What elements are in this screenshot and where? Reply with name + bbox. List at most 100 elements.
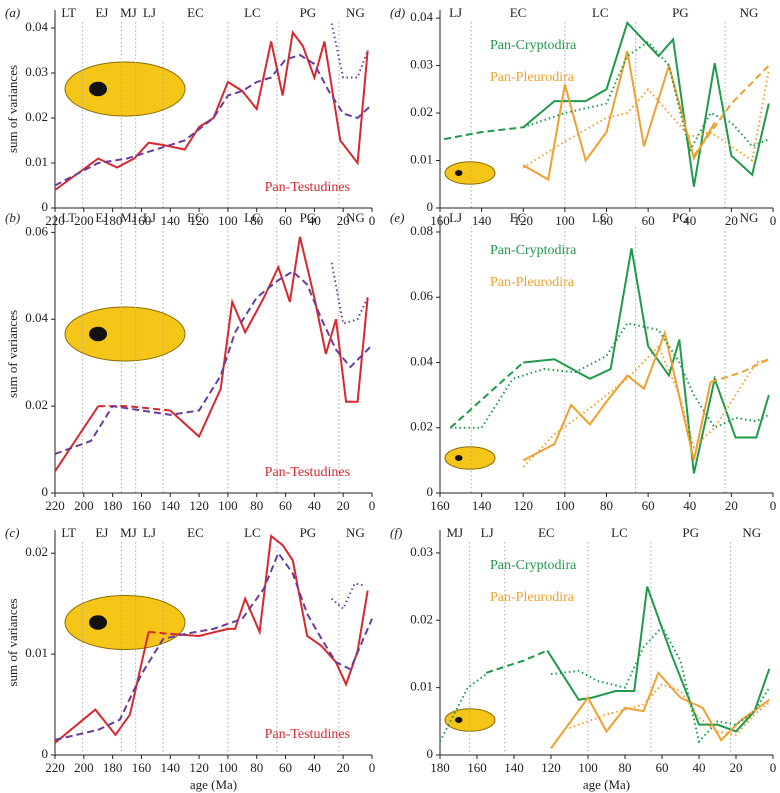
- x-tick-label: 0: [770, 498, 777, 513]
- series-line: [148, 630, 171, 635]
- y-tick-label: 0.03: [410, 57, 433, 72]
- y-tick-label: 0.04: [410, 9, 433, 24]
- x-tick-label: 160: [430, 498, 450, 513]
- x-tick-label: 100: [218, 760, 238, 775]
- skull-illustration: [444, 446, 496, 470]
- period-label: LC: [244, 210, 261, 225]
- x-tick-label: 120: [189, 213, 209, 228]
- series-line: [443, 126, 524, 141]
- y-tick-label: 0.01: [25, 154, 48, 169]
- x-tick-label: 80: [250, 213, 263, 228]
- x-tick-label: 80: [250, 498, 263, 513]
- y-tick-label: 0: [427, 746, 434, 761]
- legend-label: Pan-Testudines: [265, 727, 350, 742]
- skull-illustration: [64, 61, 186, 117]
- period-label: EJ: [95, 210, 108, 225]
- x-tick-label: 40: [693, 760, 706, 775]
- x-tick-label: 20: [725, 498, 738, 513]
- panel-label: (a): [5, 5, 20, 20]
- x-tick-label: 120: [189, 498, 209, 513]
- x-tick-label: 140: [161, 498, 181, 513]
- period-label: NG: [346, 5, 365, 20]
- y-tick-label: 0.01: [410, 679, 433, 694]
- period-label: LJ: [143, 210, 156, 225]
- series-line: [710, 358, 770, 384]
- x-tick-label: 220: [45, 498, 65, 513]
- panel-label: (f): [390, 525, 402, 540]
- period-label: EC: [538, 525, 555, 540]
- y-tick-label: 0.02: [410, 419, 433, 434]
- series-line: [522, 70, 770, 169]
- y-axis-label: sum of variances: [5, 65, 20, 153]
- x-tick-label: 220: [45, 760, 65, 775]
- period-label: LJ: [143, 5, 156, 20]
- series-line: [54, 270, 373, 455]
- y-tick-label: 0: [42, 484, 49, 499]
- x-tick-label: 60: [642, 213, 655, 228]
- x-tick-label: 160: [132, 213, 152, 228]
- x-tick-label: 140: [472, 213, 492, 228]
- y-tick-label: 0.02: [410, 104, 433, 119]
- y-tick-label: 0.04: [410, 353, 433, 368]
- x-tick-label: 120: [514, 213, 534, 228]
- x-tick-label: 0: [369, 760, 376, 775]
- x-tick-label: 100: [578, 760, 598, 775]
- x-tick-label: 40: [683, 498, 696, 513]
- period-label: NG: [742, 525, 761, 540]
- x-tick-label: 80: [600, 498, 613, 513]
- y-tick-label: 0: [42, 199, 49, 214]
- x-tick-label: 180: [430, 760, 450, 775]
- y-tick-label: 0: [427, 484, 434, 499]
- series-line: [546, 586, 771, 733]
- series-line: [98, 405, 171, 412]
- skull-orbit: [455, 717, 463, 723]
- series-line: [330, 262, 369, 325]
- period-label: LT: [61, 525, 76, 540]
- x-tick-label: 140: [472, 498, 492, 513]
- x-tick-label: 100: [218, 213, 238, 228]
- x-tick-label: 40: [308, 498, 321, 513]
- x-axis-label: age (Ma): [190, 777, 237, 792]
- period-label: NG: [346, 210, 365, 225]
- x-tick-label: 20: [725, 213, 738, 228]
- legend-label: Pan-Pleurodira: [490, 275, 575, 290]
- x-tick-label: 20: [730, 760, 743, 775]
- x-tick-label: 140: [161, 213, 181, 228]
- y-tick-label: 0.04: [25, 19, 48, 34]
- legend-label: Pan-Cryptodira: [490, 243, 577, 258]
- x-tick-label: 20: [337, 760, 350, 775]
- skull-illustration: [444, 161, 496, 185]
- x-tick-label: 180: [103, 498, 123, 513]
- series-line: [439, 625, 771, 744]
- x-tick-label: 80: [250, 760, 263, 775]
- period-label: PG: [300, 210, 317, 225]
- y-tick-label: 0.03: [25, 64, 48, 79]
- period-label: PG: [300, 5, 317, 20]
- y-tick-label: 0: [42, 746, 49, 761]
- skull-orbit: [89, 615, 107, 630]
- period-label: LC: [592, 210, 609, 225]
- x-tick-label: 60: [656, 760, 669, 775]
- skull-orbit: [89, 326, 107, 342]
- x-tick-label: 40: [683, 213, 696, 228]
- y-tick-label: 0.06: [25, 223, 48, 238]
- y-tick-label: 0.03: [410, 544, 433, 559]
- x-tick-label: 60: [642, 498, 655, 513]
- series-line: [522, 344, 770, 468]
- series-line: [449, 361, 524, 429]
- panel-label: (d): [390, 5, 405, 20]
- legend-label: Pan-Pleurodira: [490, 70, 575, 85]
- x-tick-label: 80: [619, 760, 632, 775]
- y-tick-label: 0.02: [25, 544, 48, 559]
- series-line: [54, 53, 373, 187]
- series-line: [54, 551, 373, 741]
- x-tick-label: 20: [337, 498, 350, 513]
- series-line: [450, 322, 770, 430]
- skull-illustration: [64, 306, 186, 362]
- period-label: LC: [244, 5, 261, 20]
- period-label: EC: [187, 210, 204, 225]
- period-label: MJ: [120, 5, 137, 20]
- x-tick-label: 80: [600, 213, 613, 228]
- skull-orbit: [455, 455, 463, 461]
- series-line: [550, 670, 770, 749]
